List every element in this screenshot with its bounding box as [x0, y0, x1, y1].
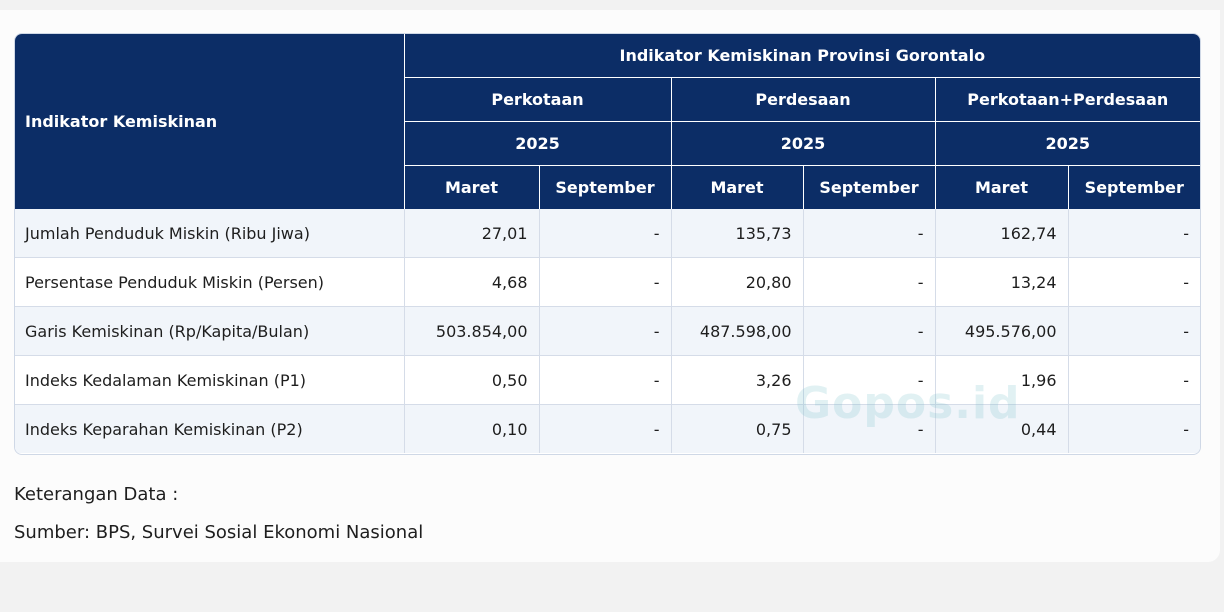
row-label: Indeks Kedalaman Kemiskinan (P1): [15, 355, 404, 405]
table-cell: 487.598,00: [670, 306, 803, 356]
table-notes: Keterangan Data : Sumber: BPS, Survei So…: [14, 476, 423, 552]
table-cell: -: [538, 257, 671, 307]
table-cell: 503.854,00: [403, 306, 539, 356]
indicator-column-header: Indikator Kemiskinan: [15, 34, 404, 209]
table-cell: 4,68: [403, 257, 539, 307]
table-row: Jumlah Penduduk Miskin (Ribu Jiwa) 27,01…: [15, 209, 1200, 258]
row-label: Indeks Keparahan Kemiskinan (P2): [15, 404, 404, 453]
row-label: Garis Kemiskinan (Rp/Kapita/Bulan): [15, 306, 404, 356]
region-header-perdesaan: Perdesaan: [670, 77, 935, 122]
period-header: September: [802, 165, 935, 209]
table-cell: 0,10: [403, 404, 539, 453]
table-cell: -: [1067, 306, 1200, 356]
table-cell: -: [538, 355, 671, 405]
table-cell: -: [1067, 404, 1200, 453]
year-header: 2025: [934, 121, 1200, 166]
table-cell: 0,75: [670, 404, 803, 453]
table-cell: 0,50: [403, 355, 539, 405]
province-group-header: Indikator Kemiskinan Provinsi Gorontalo: [403, 34, 1200, 78]
table-cell: -: [538, 209, 671, 258]
notes-heading: Keterangan Data :: [14, 484, 179, 505]
table-cell: 162,74: [934, 209, 1068, 258]
table-cell: 135,73: [670, 209, 803, 258]
table-row: Garis Kemiskinan (Rp/Kapita/Bulan) 503.8…: [15, 306, 1200, 356]
table-cell: 3,26: [670, 355, 803, 405]
poverty-indicator-table: Indikator Kemiskinan Indikator Kemiskina…: [15, 34, 1200, 453]
table-cell: -: [1067, 209, 1200, 258]
row-label: Persentase Penduduk Miskin (Persen): [15, 257, 404, 307]
period-header: Maret: [670, 165, 803, 209]
table-cell: 27,01: [403, 209, 539, 258]
period-header: September: [538, 165, 671, 209]
table-cell: -: [802, 404, 935, 453]
table-cell: -: [802, 257, 935, 307]
source-note: Sumber: BPS, Survei Sosial Ekonomi Nasio…: [14, 522, 424, 543]
period-header: Maret: [934, 165, 1068, 209]
period-header: September: [1067, 165, 1200, 209]
data-card: Indikator Kemiskinan Indikator Kemiskina…: [0, 10, 1220, 562]
region-header-total: Perkotaan+Perdesaan: [934, 77, 1200, 122]
table-cell: -: [802, 209, 935, 258]
row-label: Jumlah Penduduk Miskin (Ribu Jiwa): [15, 209, 404, 258]
table-cell: -: [538, 306, 671, 356]
table-cell: -: [1067, 257, 1200, 307]
period-header: Maret: [403, 165, 539, 209]
poverty-table-container: Indikator Kemiskinan Indikator Kemiskina…: [14, 33, 1201, 455]
table-cell: 495.576,00: [934, 306, 1068, 356]
year-header: 2025: [403, 121, 671, 166]
table-row: Persentase Penduduk Miskin (Persen) 4,68…: [15, 257, 1200, 307]
region-header-perkotaan: Perkotaan: [403, 77, 671, 122]
table-cell: -: [802, 306, 935, 356]
table-cell: 20,80: [670, 257, 803, 307]
table-cell: -: [1067, 355, 1200, 405]
table-row: Indeks Kedalaman Kemiskinan (P1) 0,50 - …: [15, 355, 1200, 405]
table-cell: 13,24: [934, 257, 1068, 307]
table-cell: -: [802, 355, 935, 405]
table-cell: 0,44: [934, 404, 1068, 453]
table-cell: -: [538, 404, 671, 453]
table-row: Indeks Keparahan Kemiskinan (P2) 0,10 - …: [15, 404, 1200, 453]
table-cell: 1,96: [934, 355, 1068, 405]
year-header: 2025: [670, 121, 935, 166]
